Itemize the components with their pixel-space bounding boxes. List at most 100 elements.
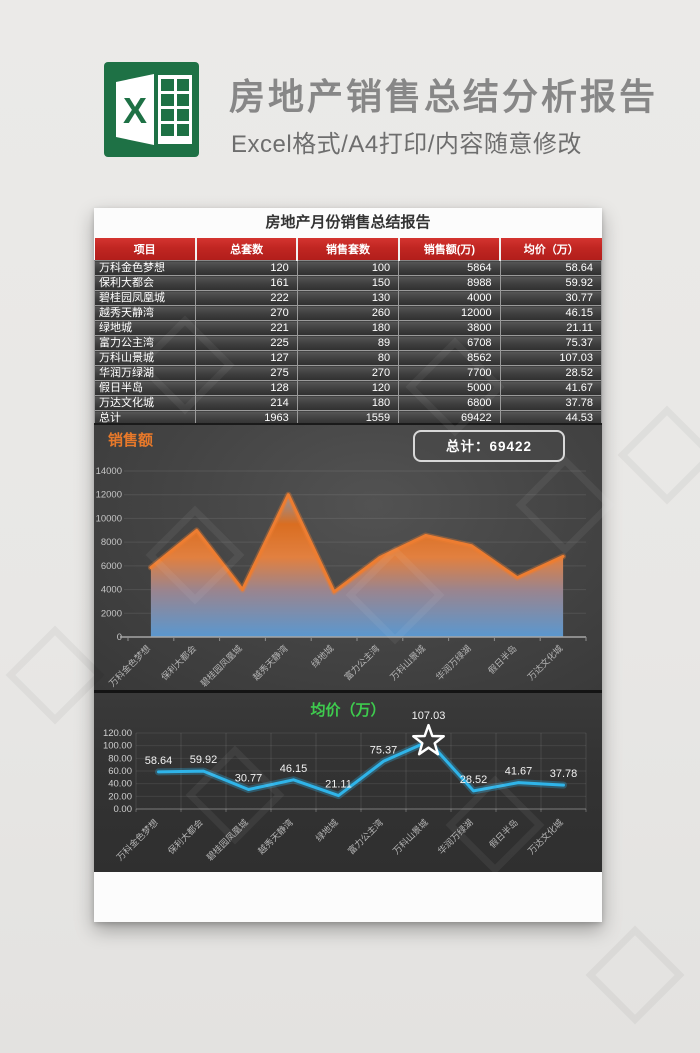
table-cell: 120: [195, 260, 298, 276]
table-cell: 碧桂园凤凰城: [93, 290, 197, 306]
svg-text:富力公主湾: 富力公主湾: [342, 643, 382, 683]
watermark: [617, 405, 700, 505]
table-cell: 21.11: [499, 320, 603, 336]
svg-text:销售额: 销售额: [108, 431, 153, 449]
table-cell: 28.52: [499, 365, 603, 381]
table-cell: 万科山景城: [93, 350, 197, 366]
table-total-row: 总计 1963 1559 69422 44.53: [93, 410, 603, 426]
svg-text:2000: 2000: [101, 608, 122, 619]
svg-text:75.37: 75.37: [370, 744, 398, 756]
svg-text:8000: 8000: [101, 537, 122, 548]
table-row: 华润万绿湖 275 270 7700 28.52: [93, 365, 603, 381]
svg-text:万达文化城: 万达文化城: [525, 643, 565, 683]
table-row: 万科金色梦想 120 100 5864 58.64: [93, 260, 603, 276]
table-cell: 41.67: [499, 380, 603, 396]
table-cell: 万科金色梦想: [93, 260, 197, 276]
table-cell: 275: [195, 365, 298, 381]
svg-text:绿地城: 绿地城: [313, 817, 340, 844]
svg-text:X: X: [123, 90, 147, 131]
table-cell: 221: [195, 320, 298, 336]
sales-chart-panel: 0 2000 4000 6000 8000 10000 12000 14000 万科金色梦想 保利…: [94, 423, 602, 690]
table-cell: 69422: [398, 410, 501, 426]
table-cell: 3800: [398, 320, 501, 336]
table-row: 富力公主湾 225 89 6708 75.37: [93, 335, 603, 351]
price-chart-panel: 0.00 20.00 40.00 60.00 80.00 100.00 120.00 58.6…: [94, 690, 602, 872]
table-cell: 绿地城: [93, 320, 197, 336]
table-cell: 222: [195, 290, 298, 306]
table-header-cell: 总套数: [195, 238, 299, 261]
svg-text:越秀天静湾: 越秀天静湾: [255, 817, 295, 857]
table-cell: 保利大都会: [93, 275, 197, 291]
table-cell: 4000: [398, 290, 501, 306]
table-cell: 180: [296, 320, 400, 336]
table-row: 绿地城 221 180 3800 21.11: [93, 320, 603, 336]
table-cell: 161: [195, 275, 298, 291]
sales-table-wrap: 项目 总套数 销售套数 销售额(万) 均价（万） 万科金色梦想 120 100 5864 58.…: [93, 238, 603, 426]
svg-text:107.03: 107.03: [412, 710, 446, 722]
svg-text:21.11: 21.11: [325, 779, 352, 791]
table-header-row: 项目 总套数 销售套数 销售额(万) 均价（万）: [94, 238, 602, 261]
table-cell: 30.77: [499, 290, 603, 306]
svg-text:假日半岛: 假日半岛: [487, 817, 520, 850]
svg-text:30.77: 30.77: [235, 773, 263, 785]
svg-text:万科山景城: 万科山景城: [388, 643, 428, 683]
table-cell: 89: [296, 335, 400, 351]
table-cell: 总计: [93, 410, 197, 426]
table-cell: 80: [296, 350, 400, 366]
svg-text:37.78: 37.78: [550, 768, 578, 780]
table-row: 万达文化城 214 180 6800 37.78: [93, 395, 603, 411]
table-cell: 44.53: [499, 410, 603, 426]
svg-text:保利大都会: 保利大都会: [159, 643, 199, 683]
svg-text:12000: 12000: [96, 490, 122, 501]
svg-text:均价（万）: 均价（万）: [310, 701, 385, 719]
table-cell: 128: [195, 380, 298, 396]
svg-text:20.00: 20.00: [108, 791, 132, 802]
table-cell: 120: [296, 380, 400, 396]
svg-text:碧桂园凤凰城: 碧桂园凤凰城: [204, 817, 250, 863]
table-header-cell: 销售额(万): [398, 238, 502, 261]
svg-text:绿地城: 绿地城: [309, 643, 336, 670]
table-cell: 8562: [398, 350, 501, 366]
table-cell: 107.03: [499, 350, 603, 366]
table-cell: 130: [296, 290, 400, 306]
banner-subtitle: Excel格式/A4打印/内容随意修改: [231, 131, 582, 158]
svg-text:28.52: 28.52: [460, 774, 488, 786]
table-cell: 260: [296, 305, 400, 321]
table-cell: 越秀天静湾: [93, 305, 197, 321]
svg-text:万科金色梦想: 万科金色梦想: [106, 643, 152, 689]
table-cell: 1963: [195, 410, 298, 426]
svg-text:假日半岛: 假日半岛: [485, 643, 518, 676]
table-cell: 万达文化城: [93, 395, 197, 411]
table-cell: 58.64: [499, 260, 603, 276]
table-cell: 5864: [398, 260, 501, 276]
table-cell: 7700: [398, 365, 501, 381]
table-row: 越秀天静湾 270 260 12000 46.15: [93, 305, 603, 321]
sales-area-chart: 0 2000 4000 6000 8000 10000 12000 14000 万科金色梦想 保利…: [96, 430, 587, 689]
table-row: 假日半岛 128 120 5000 41.67: [93, 380, 603, 396]
svg-text:46.15: 46.15: [280, 763, 308, 775]
table-cell: 270: [195, 305, 298, 321]
svg-text:万科山景城: 万科山景城: [390, 817, 430, 857]
svg-text:保利大都会: 保利大都会: [165, 817, 205, 857]
banner-title: 房地产销售总结分析报告: [229, 76, 659, 117]
table-cell: 225: [195, 335, 298, 351]
svg-text:0.00: 0.00: [114, 804, 133, 815]
report-page: 房地产月份销售总结报告 项目 总套数 销售套数 销售额(万) 均价（万） 万科金色梦想 1…: [93, 208, 603, 922]
table-cell: 270: [296, 365, 400, 381]
table-cell: 假日半岛: [93, 380, 197, 396]
svg-text:80.00: 80.00: [108, 753, 132, 764]
svg-text:59.92: 59.92: [190, 754, 218, 766]
svg-text:6000: 6000: [101, 561, 122, 572]
table-cell: 150: [296, 275, 400, 291]
table-cell: 6800: [398, 395, 501, 411]
table-cell: 8988: [398, 275, 501, 291]
table-cell: 富力公主湾: [93, 335, 197, 351]
svg-text:4000: 4000: [101, 585, 122, 596]
table-cell: 5000: [398, 380, 501, 396]
svg-text:60.00: 60.00: [108, 766, 132, 777]
svg-text:富力公主湾: 富力公主湾: [345, 817, 385, 857]
table-header-cell: 项目: [94, 238, 197, 261]
svg-text:10000: 10000: [96, 513, 122, 524]
